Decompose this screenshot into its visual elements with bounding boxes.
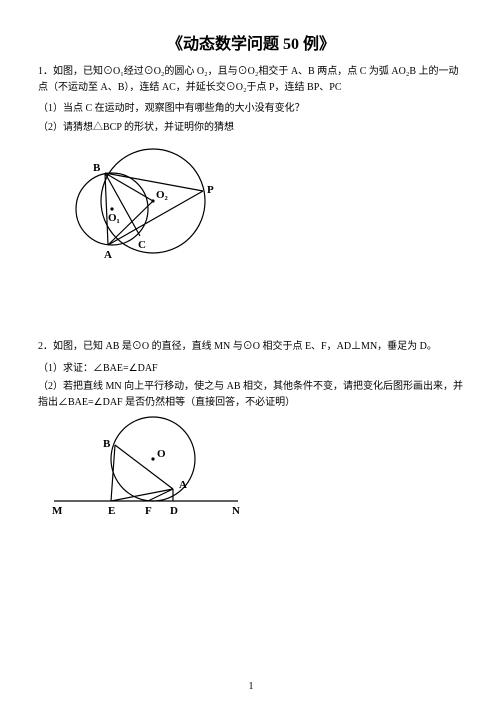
svg-text:O₁: O₁ [108,212,120,224]
svg-text:D: D [170,505,178,517]
q2-sub1: （1）求证：∠BAE=∠DAF [38,361,464,377]
q2-text: 2．如图，已知 AB 是⊙O 的直径，直线 MN 与⊙O 相交于点 E、F，AD… [38,339,464,355]
svg-text:B: B [103,438,111,450]
svg-text:O₂: O₂ [156,189,169,201]
figure-1: A B C P O₁ O₂ [48,141,464,271]
figure-1-svg: A B C P O₁ O₂ [48,141,230,266]
svg-text:P: P [207,184,214,196]
q1-text: 1．如图，已知⊙O₁经过⊙O₂的圆心 O₂，且与⊙O₂相交于 A、B 两点，点 … [38,64,464,95]
figure-2: M E F D N A B O [48,416,464,533]
svg-text:A: A [179,479,187,491]
q2-sub2: （2）若把直线 MN 向上平行移动，使之与 AB 相交，其他条件不变，请把变化后… [38,379,464,410]
figure-2-svg: M E F D N A B O [48,416,244,528]
svg-text:E: E [108,505,115,517]
svg-text:C: C [138,239,146,251]
svg-text:F: F [145,505,152,517]
svg-text:B: B [93,162,101,174]
q1-sub1: （1）当点 C 在运动时，观察图中有哪些角的大小没有变化？ [38,101,464,117]
svg-text:N: N [232,505,240,517]
q1-sub2: （2）请猜想△BCP 的形状，并证明你的猜想 [38,120,464,136]
page-title: 《动态数学问题 50 例》 [38,30,464,54]
svg-text:O: O [157,448,166,460]
svg-text:M: M [52,505,63,517]
svg-text:A: A [104,249,112,261]
page-number: 1 [0,681,502,692]
spacer [38,279,464,339]
